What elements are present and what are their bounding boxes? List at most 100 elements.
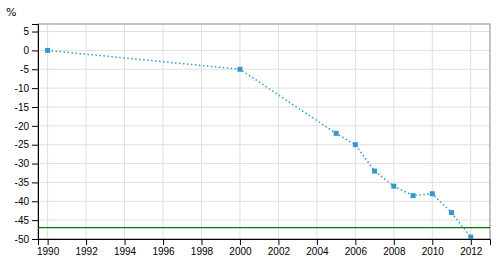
- grid-line-x: [432, 24, 433, 239]
- tick-mark: [86, 239, 87, 245]
- tick-mark: [32, 145, 38, 146]
- marker: [430, 191, 435, 196]
- tick-label: 2008: [383, 246, 406, 257]
- tick-label: 5: [23, 26, 29, 37]
- tick: 2012: [460, 239, 483, 257]
- series-line: [48, 50, 471, 237]
- tick: 1996: [152, 239, 175, 257]
- tick-label: 2010: [422, 246, 445, 257]
- tick-label: 1992: [75, 246, 98, 257]
- tick-mark: [32, 107, 38, 108]
- tick: -45: [15, 215, 38, 226]
- tick-label: 1994: [114, 246, 137, 257]
- tick: 2008: [383, 239, 406, 257]
- tick: 1994: [114, 239, 137, 257]
- chart: 1990 1992 1994 1996 1998 2000 2002 2004 2006 2008…: [0, 0, 504, 263]
- tick-label: -35: [15, 177, 30, 188]
- tick-mark: [48, 239, 49, 245]
- grid-line-y: [38, 182, 490, 183]
- tick-mark: [317, 239, 318, 245]
- grid-line-y: [38, 220, 490, 221]
- tick-label: -50: [15, 234, 30, 245]
- tick-mark: [355, 239, 356, 245]
- grid-line-x: [201, 24, 202, 239]
- tick: 5: [23, 26, 38, 37]
- tick: -35: [15, 177, 38, 188]
- grid-line-x: [124, 24, 125, 239]
- grid-line-x: [47, 24, 48, 239]
- marker: [353, 142, 358, 147]
- tick-label: -25: [15, 139, 30, 150]
- plot-frame: [38, 24, 490, 239]
- tick-label: 2012: [460, 246, 483, 257]
- tick: -15: [15, 102, 38, 113]
- axis-domain: [39, 240, 491, 246]
- tick-mark: [240, 239, 241, 245]
- grid-line-y: [38, 31, 490, 32]
- tick-mark: [32, 201, 38, 202]
- marker: [468, 235, 473, 239]
- tick-mark: [32, 239, 38, 240]
- marker: [391, 184, 396, 189]
- tick: -5: [20, 64, 38, 75]
- grid: [38, 24, 490, 239]
- data-area: [38, 48, 490, 239]
- tick-label: -40: [15, 196, 30, 207]
- tick-label: -45: [15, 215, 30, 226]
- tick-mark: [32, 182, 38, 183]
- grid-line-x: [86, 24, 87, 239]
- tick: 1998: [191, 239, 214, 257]
- tick-mark: [394, 239, 395, 245]
- tick-label: 2004: [306, 246, 329, 257]
- tick: 2000: [229, 239, 252, 257]
- tick-mark: [32, 220, 38, 221]
- tick: -40: [15, 196, 38, 207]
- tick-label: 1990: [37, 246, 60, 257]
- tick-mark: [471, 239, 472, 245]
- grid-line-y: [38, 144, 490, 145]
- plot: 1990 1992 1994 1996 1998 2000 2002 2004 2006 2008…: [15, 24, 491, 257]
- grid-line-x: [316, 24, 317, 239]
- grid-line-y: [38, 201, 490, 202]
- grid-line-y: [38, 50, 490, 51]
- tick-label: -30: [15, 158, 30, 169]
- grid-line-x: [163, 24, 164, 239]
- grid-line-y: [38, 163, 490, 164]
- marker: [237, 67, 242, 72]
- tick-mark: [32, 50, 38, 51]
- tick-mark: [278, 239, 279, 245]
- grid-line-x: [393, 24, 394, 239]
- grid-line-y: [38, 106, 490, 107]
- tick-label: 1996: [152, 246, 175, 257]
- marker: [411, 193, 416, 198]
- tick-label: 1998: [191, 246, 214, 257]
- grid-line-y: [38, 69, 490, 70]
- tick-label: -5: [20, 64, 29, 75]
- tick: -20: [15, 121, 38, 132]
- tick: 1992: [75, 239, 98, 257]
- tick-label: -10: [15, 83, 30, 94]
- grid-line-y: [38, 88, 490, 89]
- x-axis: 1990 1992 1994 1996 1998 2000 2002 2004 2006 2008…: [37, 239, 491, 257]
- marker: [334, 131, 339, 136]
- tick: -30: [15, 158, 38, 169]
- tick: -10: [15, 83, 38, 94]
- marker: [45, 48, 50, 53]
- grid-line-x: [470, 24, 471, 239]
- marker: [372, 169, 377, 174]
- tick: 1990: [37, 239, 60, 257]
- tick: 2006: [345, 239, 368, 257]
- tick-mark: [32, 126, 38, 127]
- reference-line: [38, 227, 490, 228]
- tick-mark: [32, 69, 38, 70]
- axis-domain: [32, 25, 39, 240]
- tick-label: 2002: [268, 246, 291, 257]
- tick: 2002: [268, 239, 291, 257]
- tick-label: 2006: [345, 246, 368, 257]
- tick-mark: [32, 32, 38, 33]
- tick: -25: [15, 139, 38, 150]
- y-axis: 50-5-10-15-20-25-30-35-40-45-50: [15, 25, 39, 245]
- tick-label: -15: [15, 102, 30, 113]
- y-label: %: [6, 6, 16, 19]
- tick-mark: [201, 239, 202, 245]
